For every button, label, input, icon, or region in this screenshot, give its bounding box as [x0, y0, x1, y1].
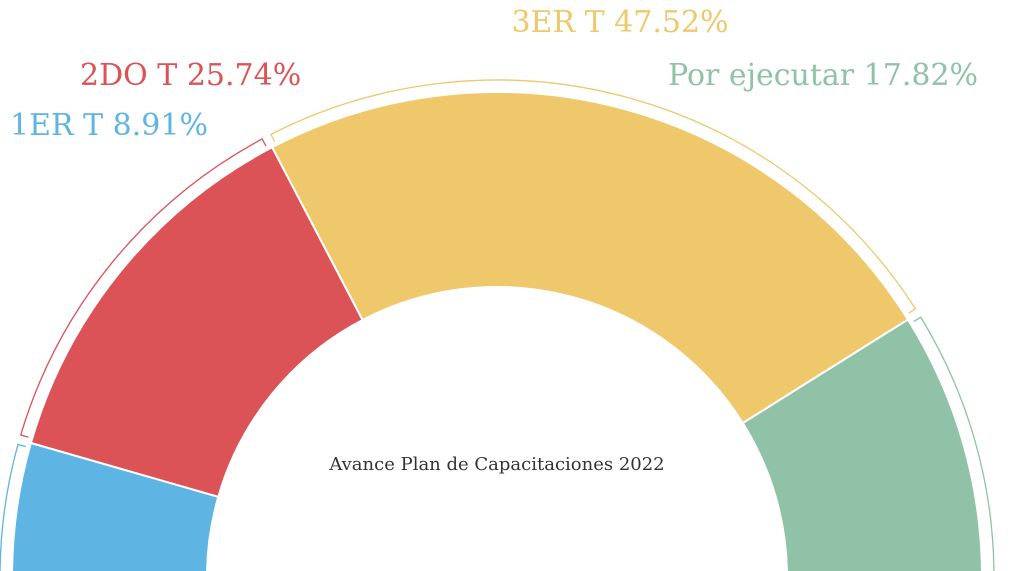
- value-label: 17.82%: [864, 58, 978, 93]
- data-label: Por ejecutar 17.82%: [668, 58, 978, 93]
- value-label: 25.74%: [187, 58, 301, 93]
- bracket: [913, 316, 995, 571]
- wedge: [11, 441, 220, 571]
- category-label: 2DO T: [80, 58, 177, 93]
- category-label: 3ER T: [511, 5, 604, 40]
- data-label: 3ER T 47.52%: [511, 5, 728, 40]
- data-label: 2DO T 25.74%: [80, 58, 301, 93]
- bracket: [0, 443, 26, 571]
- value-label: 47.52%: [614, 5, 728, 40]
- value-label: 8.91%: [113, 108, 208, 143]
- wedge: [270, 91, 910, 425]
- bracket: [270, 79, 917, 314]
- chart-title: Avance Plan de Capacitaciones 2022: [328, 454, 664, 475]
- wedge: [29, 145, 364, 499]
- category-label: 1ER T: [10, 108, 103, 143]
- data-label: 1ER T 8.91%: [10, 108, 208, 143]
- wedge: [741, 318, 983, 571]
- bracket: [19, 138, 267, 438]
- category-label: Por ejecutar: [668, 58, 855, 93]
